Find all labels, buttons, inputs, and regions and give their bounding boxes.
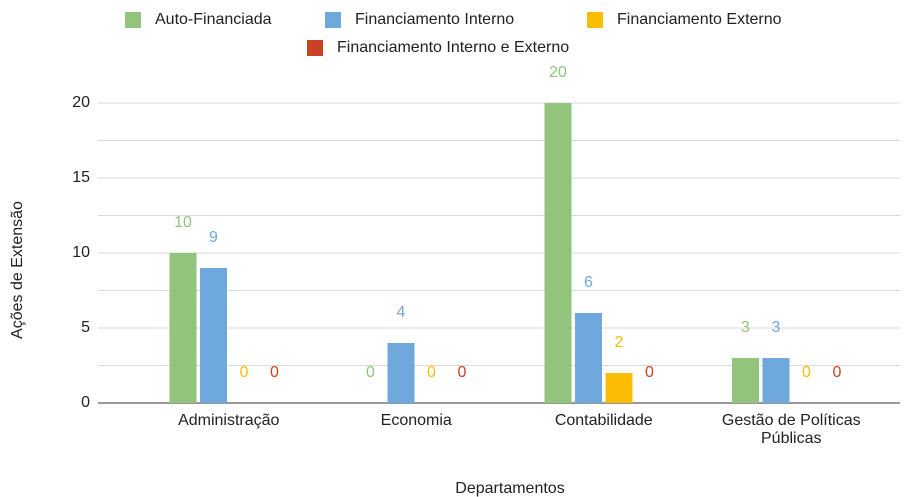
legend-label: Financiamento Interno [355, 11, 514, 28]
y-tick-label: 20 [72, 94, 90, 111]
y-tick-label: 0 [81, 394, 90, 411]
x-axis-title: Departamentos [455, 480, 564, 497]
legend-label: Auto-Financiada [155, 11, 272, 28]
data-label: 10 [174, 214, 192, 231]
data-label: 0 [270, 364, 279, 381]
x-tick-label: Economia [381, 412, 452, 429]
legend-label: Financiamento Interno e Externo [337, 39, 569, 56]
bar [169, 253, 197, 403]
data-label: 2 [615, 334, 624, 351]
bar [605, 373, 633, 403]
data-label: 0 [458, 364, 467, 381]
data-label: 0 [833, 364, 842, 381]
bar [387, 343, 415, 403]
x-tick-label: Gestão de Políticas Públicas [722, 412, 861, 447]
legend-label: Financiamento Externo [617, 11, 782, 28]
data-label: 4 [397, 304, 406, 321]
data-label: 3 [772, 319, 781, 336]
legend-swatch [325, 12, 341, 28]
data-label: 6 [584, 274, 593, 291]
data-label: 0 [366, 364, 375, 381]
bar [732, 358, 759, 403]
data-label: 20 [549, 64, 567, 81]
bar [762, 358, 790, 403]
bar [575, 313, 602, 403]
y-tick-label: 5 [81, 319, 90, 336]
bar [544, 103, 572, 403]
y-tick-label: 15 [72, 169, 90, 186]
data-label: 0 [240, 364, 249, 381]
bar [200, 268, 227, 403]
x-tick-label: Contabilidade [555, 412, 653, 429]
legend-swatch [307, 40, 323, 56]
legend-swatch [587, 12, 603, 28]
legend-swatch [125, 12, 141, 28]
data-label: 3 [741, 319, 750, 336]
y-axis-title: Ações de Extensão [9, 201, 26, 339]
data-label: 9 [209, 229, 218, 246]
x-tick-label: Administração [178, 412, 279, 429]
y-tick-label: 10 [72, 244, 90, 261]
data-label: 0 [645, 364, 654, 381]
data-label: 0 [427, 364, 436, 381]
data-label: 0 [802, 364, 811, 381]
